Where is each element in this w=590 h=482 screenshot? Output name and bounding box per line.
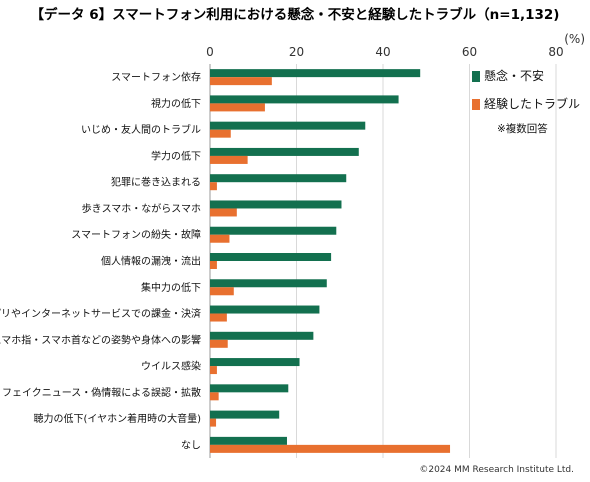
- bar-concern: [210, 69, 421, 78]
- x-tick-labels: 0 20 40 60 80: [206, 45, 563, 59]
- bar-concern: [210, 305, 320, 314]
- bar-trouble: [210, 208, 237, 217]
- bar-concern: [210, 436, 287, 445]
- legend-label: 懸念・不安: [484, 68, 544, 83]
- category-label: 聴力の低下(イヤホン着用時の大音量): [33, 412, 201, 425]
- bar-concern: [210, 410, 280, 419]
- category-label: 犯罪に巻き込まれる: [111, 177, 201, 189]
- x-tick-label: 80: [548, 45, 563, 59]
- category-label: スマートフォン依存: [111, 71, 201, 84]
- bar-concern: [210, 331, 314, 340]
- bars: [210, 69, 451, 453]
- category-label: いじめ・友人間のトラブル: [81, 123, 201, 136]
- unit-label: (%): [564, 32, 585, 46]
- x-tick-label: 20: [289, 45, 304, 59]
- x-tick-label: 60: [462, 45, 477, 59]
- bar-trouble: [210, 77, 272, 86]
- category-label: 集中力の低下: [141, 281, 201, 294]
- category-label: 個人情報の漏洩・流出: [101, 255, 201, 268]
- multiple-answer-note: ※複数回答: [497, 122, 548, 135]
- bar-trouble: [210, 313, 227, 322]
- bar-trouble: [210, 234, 230, 243]
- bar-concern: [210, 174, 347, 183]
- bar-concern: [210, 147, 359, 156]
- category-label: 学力の低下: [151, 149, 201, 162]
- category-label: 視力の低下: [151, 97, 201, 110]
- category-label: フェイクニュース・偽情報による誤認・拡散: [2, 386, 201, 399]
- bar-trouble: [210, 287, 234, 296]
- bar-concern: [210, 384, 289, 393]
- category-label: 歩きスマホ・ながらスマホ: [82, 202, 201, 215]
- credit-text: ©2024 MM Research Institute Ltd.: [419, 465, 574, 475]
- bar-trouble: [210, 103, 265, 112]
- bar-concern: [210, 226, 337, 235]
- bar-trouble: [210, 129, 231, 138]
- chart-title: 【データ 6】スマートフォン利用における懸念・不安と経験したトラブル（n=1,1…: [31, 6, 560, 23]
- category-label: スマートフォンの紛失・故障: [71, 228, 201, 241]
- bar-trouble: [210, 182, 217, 191]
- bar-trouble: [210, 261, 217, 269]
- x-tick-label: 0: [206, 45, 214, 59]
- category-label: ウイルス感染: [141, 360, 201, 373]
- bar-trouble: [210, 392, 219, 401]
- legend-swatch: [472, 71, 480, 82]
- bar-trouble: [210, 339, 228, 348]
- bar-concern: [210, 253, 332, 261]
- category-label: スマホ指・スマホ首などの姿勢や身体への影響: [0, 333, 201, 346]
- bar-concern: [210, 121, 366, 130]
- category-label: アプリやインターネットサービスでの課金・決済: [0, 307, 201, 320]
- bar-trouble: [210, 366, 217, 375]
- bar-concern: [210, 279, 327, 288]
- bar-concern: [210, 200, 342, 209]
- bar-trouble: [210, 444, 451, 453]
- x-tick-label: 40: [375, 45, 390, 59]
- bar-trouble: [210, 418, 217, 427]
- legend-swatch: [472, 99, 480, 110]
- legend-label: 経験したトラブル: [484, 96, 580, 111]
- bar-concern: [210, 95, 399, 104]
- bar-trouble: [210, 155, 248, 164]
- category-labels: スマートフォン依存視力の低下いじめ・友人間のトラブル学力の低下犯罪に巻き込まれる…: [0, 71, 201, 452]
- category-label: なし: [181, 439, 201, 451]
- bar-concern: [210, 358, 300, 367]
